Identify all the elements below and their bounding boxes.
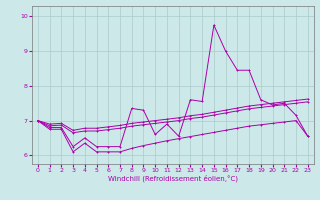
X-axis label: Windchill (Refroidissement éolien,°C): Windchill (Refroidissement éolien,°C) — [108, 175, 238, 182]
